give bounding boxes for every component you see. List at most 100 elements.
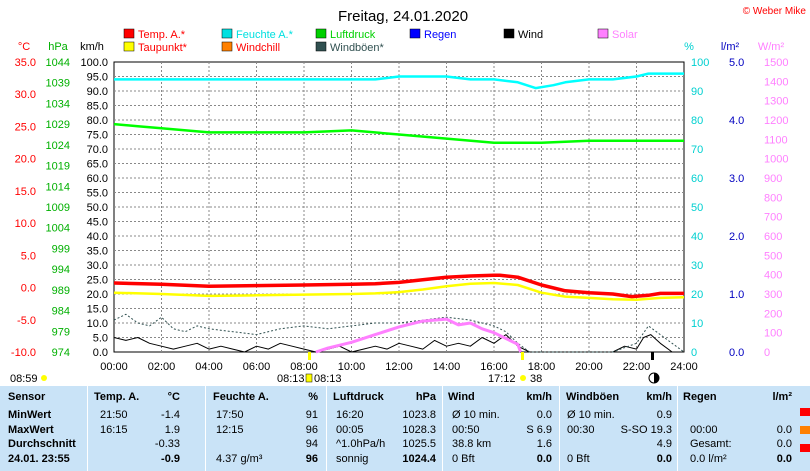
header-wind: Wind — [448, 391, 475, 403]
humidity-value: 91 — [305, 409, 318, 421]
humidity-tick-label: 80 — [691, 115, 703, 127]
wind-value: 1.6 — [536, 438, 552, 450]
header-sensor: Sensor — [8, 391, 46, 403]
solar-tick-label: 600 — [764, 231, 782, 243]
legend-swatch — [221, 28, 233, 39]
axis-marker — [308, 352, 311, 360]
legend-swatch — [315, 41, 327, 52]
solar-tick-label: 900 — [764, 173, 782, 185]
humidity-tick-label: 0 — [691, 347, 697, 359]
pressure-tick-label: 984 — [52, 306, 70, 318]
wind-axis-unit: km/h — [80, 41, 104, 53]
header-pressure: Luftdruck — [333, 391, 384, 403]
wind-label: Ø 10 min. — [452, 409, 500, 421]
x-tick-label: 22:00 — [623, 361, 651, 373]
series-line-0 — [113, 273, 684, 299]
rain-value: 0.0 — [776, 423, 792, 436]
rain-tick-label: 4.0 — [729, 115, 744, 127]
rain-label: 00:00 — [690, 423, 718, 436]
chart-legend: Temp. A.* Feuchte A.* Luftdruck Regen Wind So… — [123, 28, 638, 54]
gust-value: 0.9 — [656, 409, 672, 421]
humidity-value: 96 — [305, 452, 318, 465]
wind-tick-label: 70.0 — [87, 144, 108, 156]
series-line-2 — [114, 72, 684, 90]
header-rain_unit: l/m² — [772, 391, 792, 403]
wind-tick-label: 30.0 — [87, 260, 108, 272]
pressure-tick-label: 974 — [52, 347, 70, 359]
wind-value: S 6.9 — [526, 423, 552, 436]
wind-tick-label: 100.0 — [80, 57, 108, 69]
pressure-tick-label: 1044 — [46, 57, 70, 69]
chart-title: Freitag, 24.01.2020 — [338, 8, 468, 25]
humidity-time: 4.37 g/m³ — [216, 452, 263, 465]
humidity-tick-label: 90 — [691, 86, 703, 98]
humidity-tick-label: 70 — [691, 144, 703, 156]
humidity-tick-label: 60 — [691, 173, 703, 185]
legend-swatch — [409, 28, 421, 39]
wind-tick-label: 55.0 — [87, 188, 108, 200]
x-tick-label: 04:00 — [195, 361, 223, 373]
solar-tick-label: 400 — [764, 270, 782, 282]
pressure-tick-label: 1009 — [46, 202, 70, 214]
pressure-value: 1025.5 — [402, 438, 436, 450]
rain-label: Gesamt: — [690, 438, 732, 450]
summary-table: Sensor Temp. A. °C Feuchte A.% Luftdruck hPa W… — [0, 386, 810, 471]
humidity-tick-label: 100 — [691, 57, 709, 69]
temp-value: -0.33 — [154, 438, 180, 450]
wind-tick-label: 90.0 — [87, 86, 108, 98]
gust-label: 0 Bft — [567, 452, 590, 465]
x-tick-label: 00:00 — [100, 361, 128, 373]
humidity-time: 17:50 — [216, 409, 244, 421]
gust-value: S-SO 19.3 — [620, 423, 672, 436]
header-wind_unit: km/h — [526, 391, 552, 403]
humidity-tick-label: 50 — [691, 202, 703, 214]
rain-tick-label: 0.0 — [729, 347, 744, 359]
wind-tick-label: 65.0 — [87, 159, 108, 171]
rain-axis-unit: l/m² — [721, 41, 740, 53]
solar-tick-label: 500 — [764, 250, 782, 262]
temp-tick-label: 15.0 — [15, 186, 36, 198]
temp-tick-label: 10.0 — [15, 218, 36, 230]
wind-tick-label: 75.0 — [87, 130, 108, 142]
pressure-axis-unit: hPa — [48, 41, 68, 53]
temp-tick-label: -5.0 — [17, 315, 36, 327]
header-gust: Windböen — [566, 391, 620, 403]
legend-swatch — [221, 41, 233, 52]
moonrise-label-2: 08:13 — [314, 373, 342, 384]
solar-tick-label: 1200 — [764, 115, 788, 127]
pressure-time: 16:20 — [336, 409, 364, 421]
temp-tick-label: 35.0 — [15, 57, 36, 69]
pressure-tick-label: 1004 — [46, 223, 70, 235]
temp-value: -1.4 — [161, 409, 180, 421]
column-divider — [205, 386, 206, 471]
x-tick-label: 06:00 — [243, 361, 271, 373]
temp-tick-label: 30.0 — [15, 89, 36, 101]
rain-value: 0.0 — [776, 452, 792, 465]
row-label: Durchschnitt — [8, 438, 76, 450]
gust-value: 4.9 — [656, 438, 672, 450]
humidity-tick-label: 10 — [691, 318, 703, 330]
solar-axis-unit: W/m² — [758, 41, 785, 53]
humidity-value: 94 — [305, 438, 318, 450]
row-label: MinWert — [8, 409, 52, 421]
solar-tick-label: 700 — [764, 212, 782, 224]
wind-tick-label: 50.0 — [87, 202, 108, 214]
humidity-axis-unit: % — [684, 41, 694, 53]
sun-moon-markers: 08:59 08:13 08:13 17:12 38 — [10, 352, 660, 384]
column-divider — [559, 386, 560, 471]
x-tick-label: 14:00 — [433, 361, 461, 373]
moon-marker — [305, 373, 313, 383]
solar-tick-label: 1300 — [764, 96, 788, 108]
pressure-value: 1028.3 — [402, 423, 436, 436]
solar-tick-label: 1100 — [764, 134, 788, 146]
pressure-time: ^1.0hPa/h — [336, 438, 386, 450]
legend-label: Wind — [518, 29, 543, 41]
rain-value: 0.0 — [776, 438, 792, 450]
row-label: 24.01. 23:55 — [8, 452, 70, 465]
side-indicator — [800, 426, 810, 434]
humidity-time: 12:15 — [216, 423, 244, 436]
x-tick-label: 20:00 — [575, 361, 603, 373]
series-line-3 — [113, 122, 684, 145]
axis-marker — [521, 352, 524, 360]
wind-tick-label: 85.0 — [87, 101, 108, 113]
